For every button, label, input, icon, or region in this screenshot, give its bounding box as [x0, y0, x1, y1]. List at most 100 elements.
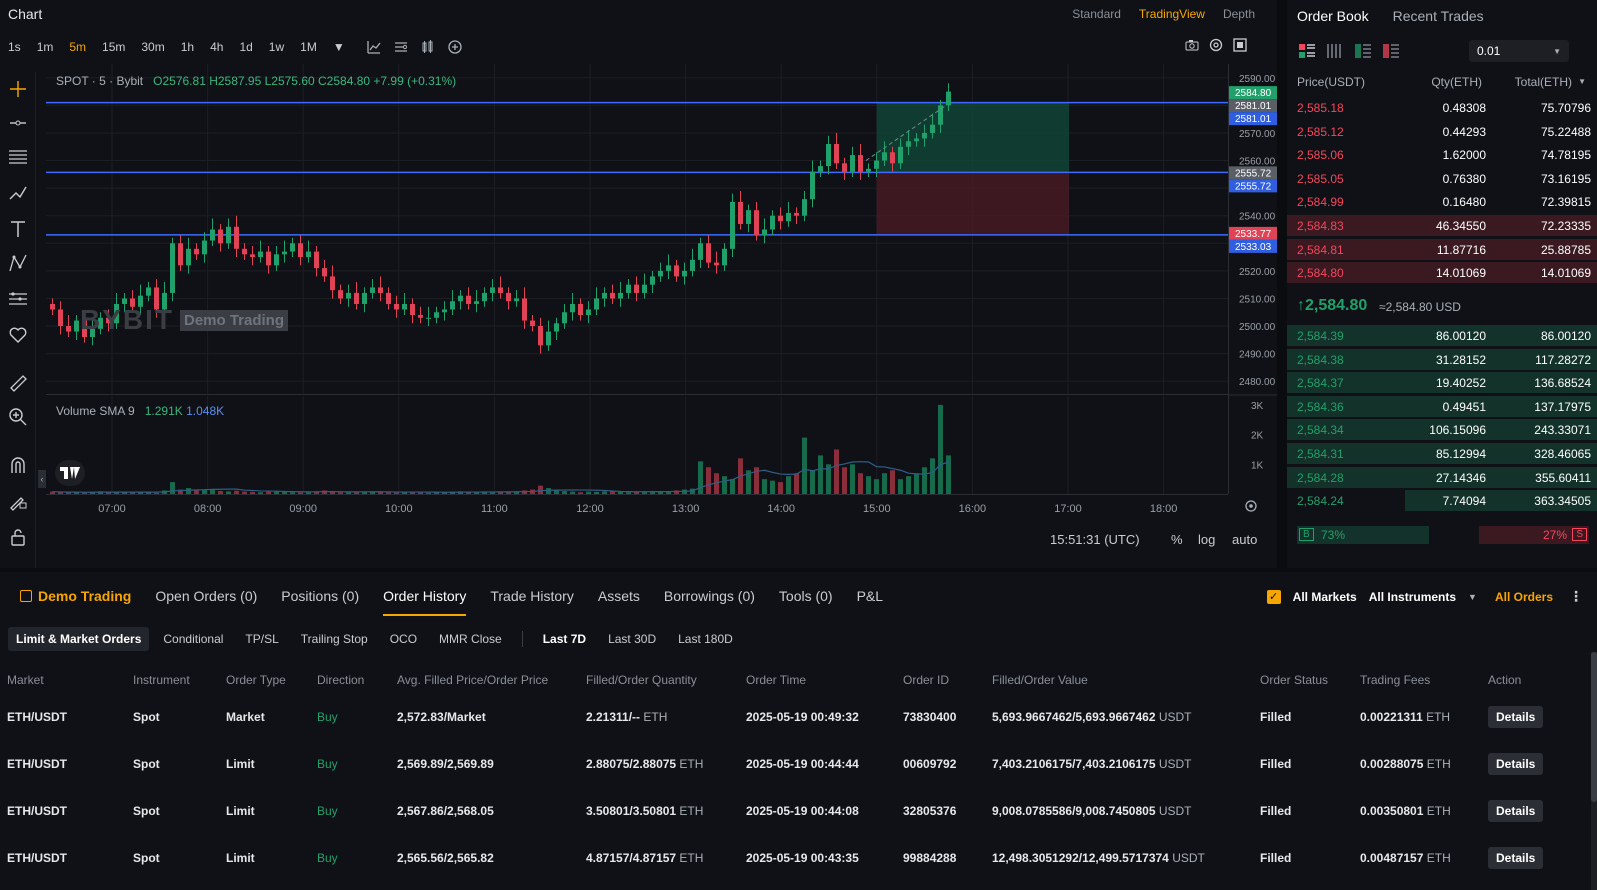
- candle[interactable]: [530, 315, 535, 332]
- candle[interactable]: [754, 201, 759, 241]
- candle[interactable]: [98, 312, 103, 335]
- candle[interactable]: [594, 287, 599, 316]
- candle[interactable]: [922, 124, 927, 147]
- ask-row[interactable]: 2,584.99 0.16480 72.39815: [1287, 190, 1597, 213]
- candle[interactable]: [378, 276, 383, 302]
- candle[interactable]: [442, 301, 447, 321]
- candle[interactable]: [842, 157, 847, 180]
- ask-row[interactable]: 2,585.05 0.76380 73.16195: [1287, 167, 1597, 190]
- instruments-dropdown-icon[interactable]: ▼: [1468, 591, 1477, 602]
- indicators-icon[interactable]: [367, 40, 382, 55]
- candle[interactable]: [850, 146, 855, 178]
- price-axis[interactable]: 2590.002580.002570.002560.002550.002540.…: [1228, 64, 1277, 494]
- all-instruments-select[interactable]: All Instruments: [1368, 589, 1457, 604]
- candle[interactable]: [402, 292, 407, 316]
- auto-scale-toggle[interactable]: auto: [1232, 532, 1258, 547]
- candle[interactable]: [682, 262, 687, 285]
- period-last-180d[interactable]: Last 180D: [678, 632, 733, 646]
- candle[interactable]: [642, 273, 647, 299]
- candle[interactable]: [258, 240, 263, 263]
- candle[interactable]: [426, 306, 431, 327]
- subtab-trailing-stop[interactable]: Trailing Stop: [300, 632, 368, 646]
- trend-line-icon[interactable]: [7, 112, 29, 134]
- lock-drawing-icon[interactable]: [7, 490, 29, 512]
- view-bids-icon[interactable]: [1355, 44, 1371, 61]
- candle[interactable]: [698, 237, 703, 269]
- candle[interactable]: [346, 284, 351, 307]
- brush-icon[interactable]: [7, 182, 29, 204]
- candle[interactable]: [538, 317, 543, 354]
- candle[interactable]: [314, 246, 319, 277]
- candle[interactable]: [450, 290, 455, 316]
- tf-1d[interactable]: 1d: [239, 40, 253, 54]
- all-markets-checkbox[interactable]: ✓: [1266, 589, 1281, 604]
- candle[interactable]: [218, 223, 223, 252]
- tf-1h[interactable]: 1h: [180, 40, 195, 54]
- tab-open-orders[interactable]: Open Orders (0): [155, 588, 258, 604]
- tf-1m[interactable]: 1m: [36, 40, 54, 54]
- candle[interactable]: [818, 160, 823, 178]
- settings-icon[interactable]: [1209, 38, 1223, 55]
- candle[interactable]: [554, 317, 559, 340]
- candle[interactable]: [434, 306, 439, 324]
- candle[interactable]: [610, 284, 615, 304]
- crosshair-icon[interactable]: [7, 78, 29, 100]
- candle[interactable]: [466, 287, 471, 310]
- candle[interactable]: [458, 290, 463, 310]
- candle[interactable]: [746, 204, 751, 233]
- candle[interactable]: [906, 130, 911, 156]
- candle[interactable]: [266, 246, 271, 274]
- lock-icon[interactable]: [7, 526, 29, 548]
- candle[interactable]: [882, 141, 887, 167]
- candle[interactable]: [330, 265, 335, 299]
- candle[interactable]: [202, 232, 207, 263]
- collapse-toolbar-icon[interactable]: ‹: [38, 470, 46, 488]
- candle[interactable]: [770, 210, 775, 236]
- candle[interactable]: [946, 83, 951, 111]
- ruler-icon[interactable]: [7, 372, 29, 394]
- candle[interactable]: [890, 146, 895, 172]
- candle[interactable]: [162, 281, 167, 316]
- candle[interactable]: [170, 237, 175, 302]
- tf-30m[interactable]: 30m: [141, 40, 165, 54]
- candle[interactable]: [394, 295, 399, 318]
- candle[interactable]: [794, 207, 799, 224]
- candle[interactable]: [250, 246, 255, 266]
- tab-demo-trading[interactable]: Demo Trading: [8, 578, 143, 614]
- candle[interactable]: [274, 246, 279, 271]
- bid-row[interactable]: 2,584.34 106.15096 243.33071: [1287, 418, 1597, 441]
- view-grid-icon[interactable]: [1327, 44, 1343, 61]
- candle[interactable]: [146, 281, 151, 302]
- candle[interactable]: [674, 259, 679, 282]
- mode-standard[interactable]: Standard: [1072, 7, 1121, 21]
- stop-loss-zone[interactable]: [876, 172, 1070, 235]
- candle[interactable]: [186, 237, 191, 274]
- candle[interactable]: [826, 135, 831, 175]
- candle[interactable]: [354, 281, 359, 310]
- candle[interactable]: [226, 218, 231, 249]
- candle[interactable]: [786, 201, 791, 227]
- candle[interactable]: [298, 235, 303, 266]
- bid-row[interactable]: 2,584.37 19.40252 136.68524: [1287, 371, 1597, 394]
- candle[interactable]: [418, 306, 423, 324]
- timeframe-dropdown-icon[interactable]: ▼: [332, 40, 345, 54]
- details-button[interactable]: Details: [1488, 753, 1544, 775]
- candle[interactable]: [522, 287, 527, 329]
- candle[interactable]: [370, 279, 375, 299]
- subtab-mmr-close[interactable]: MMR Close: [439, 632, 502, 646]
- candle[interactable]: [546, 320, 551, 351]
- favorites-heart-icon[interactable]: [7, 324, 29, 346]
- ask-row[interactable]: 2,584.83 46.34550 72.23335: [1287, 214, 1597, 237]
- candle[interactable]: [82, 312, 87, 343]
- candle[interactable]: [322, 259, 327, 282]
- mode-tradingview[interactable]: TradingView: [1138, 7, 1205, 21]
- tab-positions[interactable]: Positions (0): [281, 588, 360, 604]
- bid-row[interactable]: 2,584.31 85.12994 328.46065: [1287, 442, 1597, 465]
- fib-lines-icon[interactable]: [7, 146, 29, 168]
- tf-1w[interactable]: 1w: [268, 40, 285, 54]
- magnet-icon[interactable]: [7, 454, 29, 476]
- candle[interactable]: [658, 262, 663, 282]
- fullscreen-icon[interactable]: [1233, 38, 1247, 55]
- tab-trade-history[interactable]: Trade History: [490, 588, 574, 604]
- candle[interactable]: [810, 160, 815, 208]
